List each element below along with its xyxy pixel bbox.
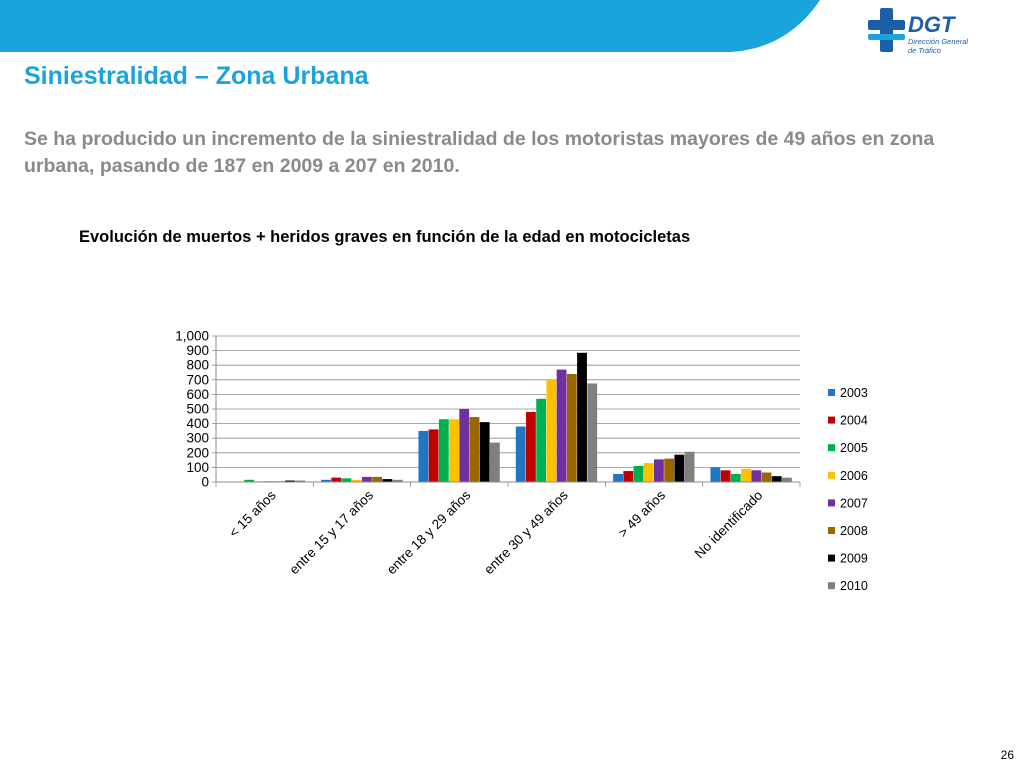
- legend-swatch-2004: [828, 416, 835, 424]
- legend-label-2008: 2008: [840, 524, 868, 538]
- x-tick-label: > 49 años: [615, 487, 668, 540]
- y-tick-label: 800: [186, 358, 209, 373]
- legend-swatch-2010: [828, 582, 835, 590]
- bar-2006-3: [546, 379, 557, 482]
- bar-2004-2: [428, 429, 439, 482]
- bar-2004-1: [331, 477, 342, 482]
- legend-label-2009: 2009: [840, 552, 868, 566]
- bar-2010-2: [489, 442, 500, 482]
- bar-2008-4: [664, 458, 675, 482]
- x-tick-label: No identificado: [692, 488, 766, 562]
- bar-2009-0: [285, 480, 295, 482]
- x-tick-label: < 15 años: [226, 487, 279, 540]
- bar-2010-0: [295, 480, 306, 482]
- y-tick-label: 1,000: [175, 329, 209, 344]
- slide-subtitle: Se ha producido un incremento de la sini…: [24, 128, 935, 177]
- x-tick-label: entre 18 y 29 años: [384, 487, 474, 577]
- bar-2004-4: [623, 471, 634, 482]
- bar-2005-3: [536, 398, 547, 482]
- x-tick-label: entre 15 y 17 años: [286, 487, 376, 577]
- bar-2006-4: [643, 463, 654, 482]
- legend-swatch-2009: [828, 554, 835, 562]
- y-tick-label: 500: [186, 402, 209, 417]
- bar-2003-2: [418, 430, 429, 482]
- y-tick-label: 0: [201, 475, 209, 490]
- bar-2004-3: [526, 411, 536, 482]
- legend-swatch-2008: [828, 527, 835, 534]
- logo-line-1: Dirección General: [908, 37, 968, 46]
- bar-2006-1: [351, 479, 362, 482]
- bar-2008-1: [372, 476, 383, 482]
- bar-2003-1: [321, 479, 331, 482]
- bar-2010-1: [392, 479, 403, 482]
- y-tick-label: 300: [186, 431, 209, 446]
- page-number: 26: [1000, 748, 1014, 762]
- bar-2003-3: [515, 426, 526, 482]
- bar-2008-2: [469, 417, 480, 482]
- bar-2005-4: [633, 465, 644, 482]
- bar-2008-3: [566, 373, 577, 482]
- dgt-cross-icon: [868, 8, 905, 52]
- y-tick-label: 200: [186, 445, 209, 460]
- y-tick-label: 900: [186, 343, 209, 358]
- bar-2005-1: [341, 478, 352, 482]
- chart-title: Evolución de muertos + heridos graves en…: [79, 228, 691, 246]
- header-band: [0, 0, 820, 52]
- slide-title: Siniestralidad – Zona Urbana: [24, 62, 369, 90]
- logo-line-2: de Tráfico: [908, 46, 941, 55]
- legend-label-2006: 2006: [840, 469, 868, 483]
- legend-swatch-2003: [828, 389, 835, 396]
- bar-2005-0: [244, 479, 255, 482]
- chart-legend: 2003 2004 2005 2006 2007 2008 2009 2010: [828, 386, 868, 593]
- dgt-logo: DGT Dirección General de Tráfico: [868, 8, 968, 55]
- y-tick-label: 400: [186, 416, 209, 431]
- legend-label-2005: 2005: [840, 441, 868, 455]
- bar-2003-5: [710, 467, 721, 482]
- bar-2006-5: [741, 468, 751, 482]
- legend-label-2010: 2010: [840, 579, 868, 593]
- bar-2004-5: [720, 470, 731, 482]
- x-tick-label: entre 30 y 49 años: [481, 487, 571, 577]
- bar-2007-2: [459, 409, 470, 482]
- legend-label-2003: 2003: [840, 386, 868, 400]
- logo-brand: DGT: [908, 12, 956, 37]
- bar-2009-4: [674, 454, 685, 482]
- bar-2005-2: [438, 419, 449, 482]
- bar-2009-2: [479, 422, 490, 482]
- bar-2010-3: [587, 383, 598, 482]
- bars-layer: [223, 352, 792, 482]
- bar-2007-4: [654, 459, 664, 482]
- bar-2009-1: [382, 479, 393, 482]
- y-tick-label: 700: [186, 372, 209, 387]
- bar-2010-5: [781, 477, 792, 482]
- y-tick-label: 100: [186, 460, 209, 475]
- legend-label-2004: 2004: [840, 414, 868, 428]
- bar-2009-5: [771, 476, 782, 482]
- y-tick-label: 600: [186, 387, 209, 402]
- bar-2003-4: [613, 473, 623, 482]
- bar-2010-4: [684, 451, 695, 482]
- bar-2005-5: [730, 473, 741, 482]
- bar-2007-5: [751, 470, 762, 482]
- bar-2007-3: [556, 369, 567, 482]
- bar-2007-1: [362, 476, 372, 482]
- bar-2008-5: [761, 472, 772, 482]
- legend-swatch-2006: [828, 471, 835, 479]
- legend-swatch-2005: [828, 444, 835, 452]
- header-band-shape: [0, 0, 820, 52]
- legend-label-2007: 2007: [840, 496, 868, 510]
- bar-2009-3: [577, 352, 587, 482]
- legend-swatch-2007: [828, 499, 835, 507]
- grid-layer: [216, 335, 800, 483]
- bar-2006-2: [449, 419, 459, 482]
